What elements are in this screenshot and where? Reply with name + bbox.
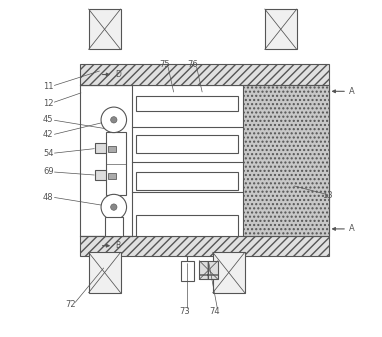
Text: 45: 45 [43,115,53,124]
Bar [89,252,121,293]
Bar [243,85,329,236]
Bar [136,215,238,236]
Circle shape [101,194,126,220]
Text: B: B [115,241,121,250]
Bar [181,261,194,281]
Bar [108,173,116,179]
Circle shape [101,107,126,132]
Text: 11: 11 [43,82,53,91]
Text: 72: 72 [65,300,76,309]
Circle shape [111,204,117,210]
Bar [80,85,329,236]
Text: 74: 74 [209,307,220,316]
Text: 73: 73 [179,307,189,316]
Text: 76: 76 [187,60,198,69]
Bar [136,135,238,153]
Bar [199,261,218,279]
Bar [95,170,106,180]
Text: 75: 75 [159,60,170,69]
Bar [136,96,238,112]
Text: D: D [115,70,121,79]
Bar [80,64,329,85]
Text: 48: 48 [43,192,54,202]
Bar [108,146,116,152]
Bar [213,252,245,293]
Bar [265,9,297,49]
Text: 42: 42 [43,130,53,140]
Bar [95,143,106,153]
Text: A: A [350,87,355,96]
Text: 12: 12 [43,98,53,108]
Text: 69: 69 [43,167,54,176]
Text: 54: 54 [43,149,53,158]
Text: 13: 13 [322,191,332,200]
Bar [106,132,126,195]
Bar [105,217,123,236]
Circle shape [111,117,117,123]
Bar [136,172,238,190]
Bar [80,236,329,256]
Bar [89,9,121,49]
Text: A: A [350,224,355,234]
